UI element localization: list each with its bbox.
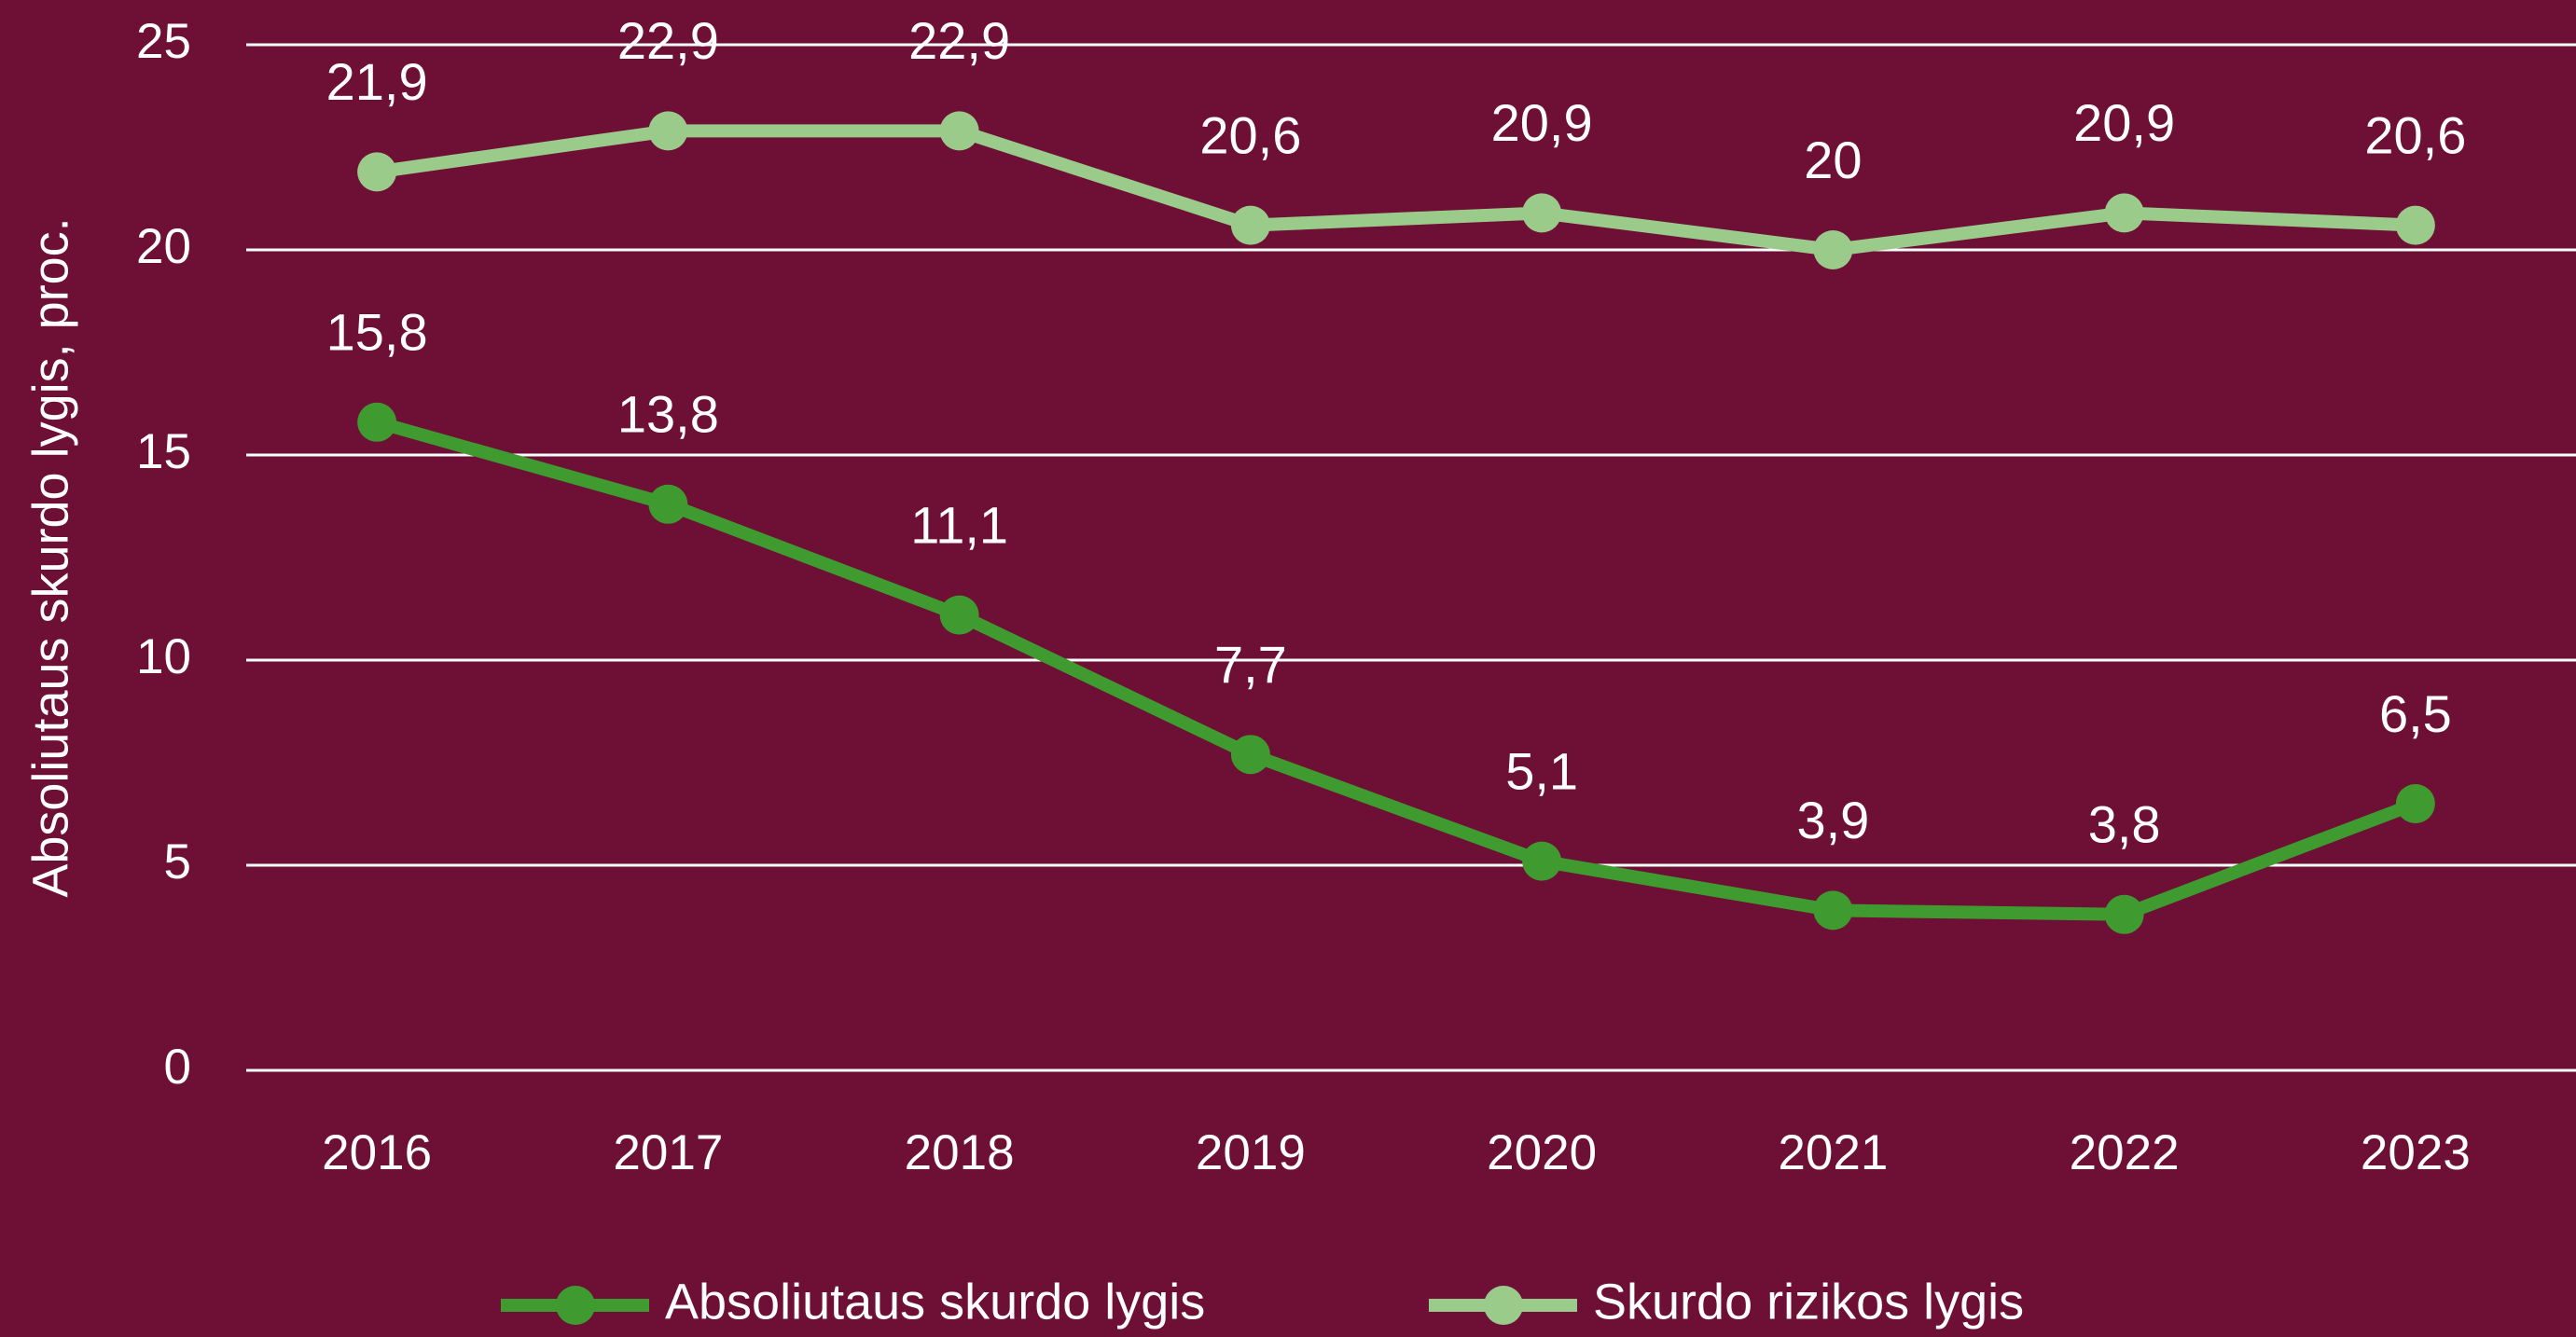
series-line <box>376 124 2417 256</box>
data-label: 3,9 <box>1796 791 1869 849</box>
x-tick-label: 2020 <box>1487 1125 1597 1180</box>
point-marker <box>1813 230 1853 269</box>
point-marker <box>1813 890 1853 930</box>
x-tick-label: 2018 <box>905 1125 1015 1180</box>
y-tick-label: 15 <box>136 424 191 479</box>
x-tick-label: 2022 <box>2070 1125 2180 1180</box>
data-label: 5,1 <box>1505 741 1578 800</box>
x-tick-label: 2023 <box>2361 1125 2471 1180</box>
data-label: 20,6 <box>1199 105 1301 164</box>
data-label: 21,9 <box>326 52 428 111</box>
point-marker <box>2104 193 2144 233</box>
data-label: 20,9 <box>2073 93 2175 152</box>
data-label: 3,8 <box>2088 795 2161 854</box>
point-marker <box>2395 205 2435 245</box>
point-marker <box>648 484 688 524</box>
point-marker <box>357 152 397 192</box>
data-label: 13,8 <box>617 385 719 444</box>
x-tick-label: 2019 <box>1196 1125 1306 1180</box>
data-label: 20 <box>1804 131 1862 189</box>
legend-label: Skurdo rizikos lygis <box>1593 1274 2024 1330</box>
data-label: 15,8 <box>326 303 428 362</box>
series-line <box>375 416 2418 921</box>
point-marker <box>1522 841 1562 881</box>
point-marker <box>1230 205 1270 245</box>
legend-label: Absoliutaus skurdo lygis <box>665 1274 1205 1330</box>
y-tick-label: 10 <box>136 629 191 684</box>
point-marker <box>1230 735 1270 775</box>
data-label: 7,7 <box>1214 635 1287 694</box>
y-tick-label: 5 <box>164 834 191 889</box>
point-marker <box>648 111 688 151</box>
data-label: 20,9 <box>1491 93 1593 152</box>
y-tick-label: 25 <box>136 14 191 69</box>
y-tick-label: 0 <box>164 1040 191 1095</box>
point-marker <box>2395 784 2435 823</box>
data-label: 22,9 <box>617 11 719 70</box>
point-marker <box>939 595 979 635</box>
x-tick-label: 2016 <box>322 1125 432 1180</box>
point-marker <box>1522 193 1562 233</box>
data-label: 6,5 <box>2379 684 2452 743</box>
legend-marker <box>1484 1286 1523 1325</box>
y-axis-title: Absoliutaus skurdo lygis, proc. <box>22 217 78 897</box>
point-marker <box>939 111 979 151</box>
data-label: 22,9 <box>908 11 1010 70</box>
y-tick-label: 20 <box>136 219 191 274</box>
data-label: 20,6 <box>2364 105 2466 164</box>
data-label: 11,1 <box>910 495 1008 554</box>
legend-marker <box>556 1286 595 1325</box>
point-marker <box>357 402 397 442</box>
x-tick-label: 2017 <box>613 1125 723 1180</box>
x-tick-label: 2021 <box>1778 1125 1888 1180</box>
point-marker <box>2104 894 2144 934</box>
